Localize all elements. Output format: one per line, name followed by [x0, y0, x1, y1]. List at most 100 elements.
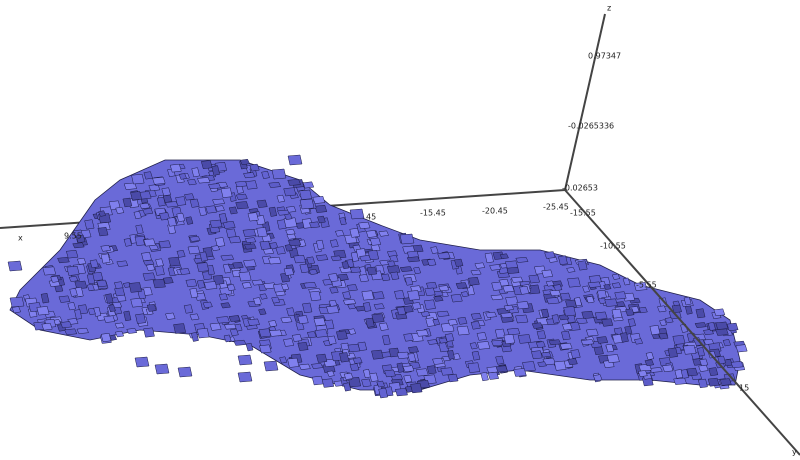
voxel-face — [370, 238, 381, 246]
voxel-face — [515, 315, 528, 323]
voxel-face — [567, 278, 580, 287]
voxel-face — [714, 309, 725, 316]
voxel-face — [491, 295, 503, 300]
voxel-face — [188, 246, 200, 254]
voxel-face — [403, 366, 414, 372]
voxel-face — [288, 358, 299, 367]
voxel-face — [131, 174, 144, 184]
voxel-face — [58, 257, 70, 263]
voxel-face — [104, 316, 115, 323]
voxel-face — [197, 328, 209, 338]
voxel-face — [562, 323, 572, 330]
voxel-face — [520, 286, 529, 294]
x-tick-label: 45 — [366, 213, 376, 222]
voxel-face — [303, 182, 314, 188]
voxel-face — [206, 206, 217, 214]
voxel-face — [257, 200, 267, 208]
voxel-face — [668, 348, 678, 358]
voxel-face — [673, 335, 685, 344]
voxel-face — [304, 282, 317, 288]
voxel-face — [404, 333, 414, 341]
voxel-face — [184, 194, 194, 201]
voxel-face — [115, 323, 124, 328]
voxel-face — [269, 330, 282, 337]
voxel-face — [536, 342, 545, 348]
voxel-face — [217, 316, 230, 323]
voxel-face — [374, 304, 384, 310]
voxel-face — [416, 330, 428, 337]
voxel-face — [178, 367, 192, 377]
voxel-face — [144, 328, 155, 337]
voxel-face — [245, 238, 256, 243]
z-tick-label: -0.0265336 — [568, 122, 614, 131]
voxel-face — [488, 372, 499, 379]
voxel-face — [720, 379, 731, 386]
voxel-face — [259, 345, 271, 353]
voxel-face — [736, 345, 747, 352]
voxel-face — [316, 255, 328, 261]
voxel-face — [659, 333, 668, 339]
voxel-face — [362, 291, 374, 300]
voxel-face — [518, 334, 531, 343]
voxel-face — [97, 280, 108, 287]
y-axis-label: y — [792, 448, 797, 457]
voxel-face — [238, 355, 252, 365]
voxel-face — [143, 273, 155, 281]
voxel-face — [408, 290, 420, 300]
voxel-face — [607, 354, 619, 362]
voxel-face — [165, 313, 175, 320]
voxel-face — [343, 299, 356, 304]
voxel-face — [153, 279, 165, 288]
voxel-face — [234, 340, 246, 345]
voxel-face — [59, 296, 70, 303]
y-tick-label: -5.55 — [636, 281, 657, 290]
voxel-face — [239, 272, 251, 281]
voxel-face — [238, 372, 252, 382]
voxel-face — [550, 290, 561, 296]
voxel-face — [180, 268, 190, 274]
voxel-face — [708, 378, 719, 386]
voxel-face — [511, 277, 523, 282]
voxel-face — [339, 352, 348, 362]
voxel-face — [315, 329, 328, 337]
voxel-face — [190, 236, 201, 241]
voxel-face — [503, 285, 514, 292]
voxel-face — [10, 297, 24, 307]
voxel-face — [397, 352, 409, 359]
voxel-face — [284, 218, 297, 228]
voxel-face — [144, 239, 156, 246]
voxel-face — [186, 279, 197, 287]
voxel-face — [448, 319, 458, 325]
voxel-face — [248, 319, 260, 326]
voxel-face — [127, 328, 137, 333]
voxel-face — [477, 332, 487, 340]
voxel-face — [411, 383, 423, 393]
voxel-face — [135, 314, 145, 324]
voxel-face — [203, 302, 212, 308]
voxel-face — [302, 303, 312, 313]
voxel-face — [235, 181, 247, 187]
voxel-face — [229, 236, 241, 243]
voxel-face — [336, 331, 347, 340]
voxel-face — [432, 358, 443, 364]
voxel-face — [37, 306, 49, 315]
voxel-face — [581, 340, 594, 345]
voxel-face — [541, 352, 551, 357]
voxel-face — [457, 326, 469, 335]
voxel-face — [560, 343, 572, 349]
voxel-face — [507, 328, 520, 335]
voxel-face — [394, 290, 404, 299]
voxel-face — [314, 318, 326, 326]
voxel-face — [292, 334, 302, 341]
voxel-face — [197, 177, 210, 183]
voxel-face — [174, 324, 186, 334]
voxel-face — [529, 275, 540, 283]
voxel-face — [221, 303, 231, 308]
voxel-face — [371, 350, 383, 359]
voxel-face — [190, 314, 199, 320]
voxel-face — [451, 294, 462, 302]
voxel-face — [408, 347, 418, 353]
z-axis — [565, 14, 605, 190]
voxel-face — [373, 292, 384, 300]
voxel-face — [416, 369, 428, 376]
